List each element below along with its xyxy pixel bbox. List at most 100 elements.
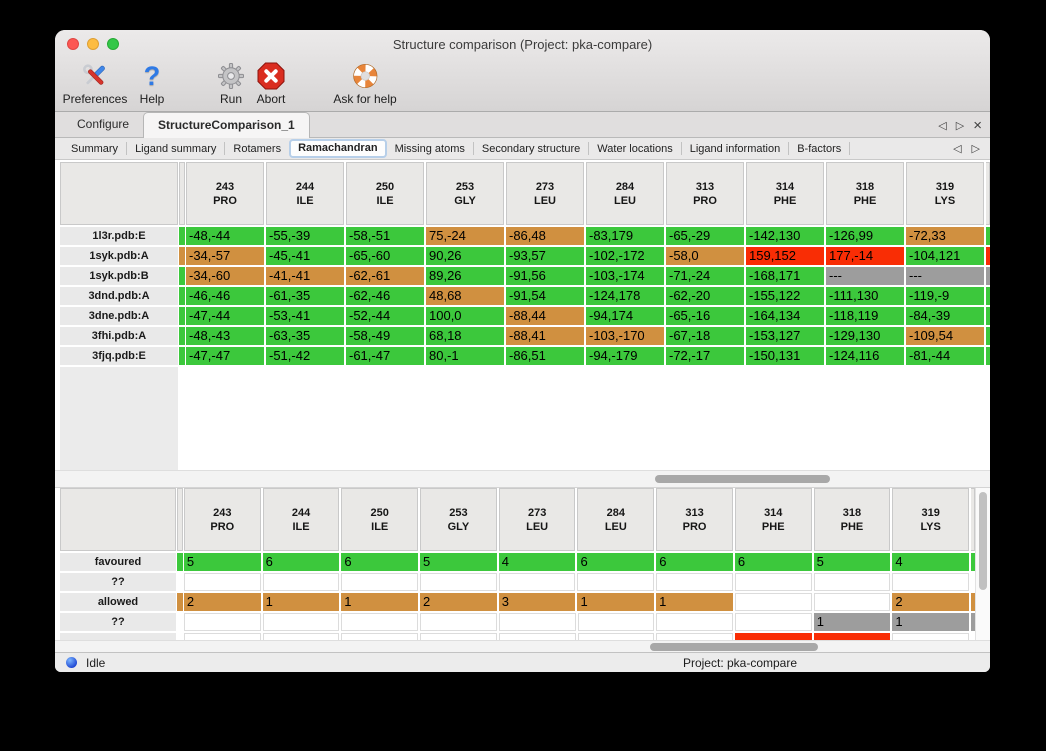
table-cell[interactable]: -124,178 [586, 287, 664, 305]
table-cell[interactable] [498, 633, 576, 640]
table-cell[interactable] [419, 573, 497, 591]
table-cell[interactable]: -102,-172 [586, 247, 664, 265]
table-cell[interactable] [734, 633, 812, 640]
table-cell[interactable]: -55,-39 [266, 227, 344, 245]
table-cell[interactable]: --- [906, 267, 984, 285]
table-cell[interactable] [577, 573, 655, 591]
table-cell[interactable]: 6 [734, 553, 812, 571]
row-label-cell[interactable]: 1l3r.pdb:E [60, 227, 178, 245]
column-header-cell[interactable]: 284 LEU [586, 162, 664, 225]
row-label-cell[interactable]: 3fhi.pdb:A [60, 327, 178, 345]
tab-close-icon[interactable]: × [973, 116, 982, 134]
table-cell[interactable]: 6 [262, 553, 340, 571]
table-cell[interactable]: -129,130 [826, 327, 904, 345]
table-cell[interactable]: 6 [577, 553, 655, 571]
table-cell[interactable]: -72,33 [906, 227, 984, 245]
table-cell[interactable]: -65,-60 [346, 247, 424, 265]
subtab-ligand-summary[interactable]: Ligand summary [135, 142, 217, 155]
table-cell[interactable] [420, 633, 497, 640]
table-cell[interactable]: -86,51 [506, 347, 584, 365]
table-cell[interactable]: -91,54 [506, 287, 584, 305]
row-label-cell[interactable]: ?? [60, 573, 176, 591]
table-cell[interactable] [498, 573, 576, 591]
table-cell[interactable]: 80,-1 [426, 347, 504, 365]
row-label-cell[interactable]: 1syk.pdb:A [60, 247, 178, 265]
table-cell[interactable]: 5 [183, 553, 261, 571]
table-cell[interactable]: 1 [656, 593, 733, 611]
zoom-window-button[interactable] [107, 38, 119, 50]
table-cell[interactable] [262, 633, 340, 640]
table-cell[interactable]: 1 [892, 613, 970, 631]
table-cell[interactable] [813, 633, 891, 640]
subtab-rotamers[interactable]: Rotamers [233, 142, 282, 155]
column-header-cell[interactable]: 318 PHE [826, 162, 904, 225]
table-cell[interactable] [892, 633, 970, 640]
subtab-b-factors[interactable]: B-factors [797, 142, 842, 155]
subtab-ligand-information[interactable]: Ligand information [689, 142, 781, 155]
column-header-cell[interactable]: 243 PRO [186, 162, 264, 225]
table-cell[interactable]: 2 [892, 593, 970, 611]
column-header-cell[interactable]: 273 LEU [498, 488, 576, 551]
column-header-cell[interactable]: 319 LYS [892, 488, 969, 551]
subtab-scroll-right-icon[interactable]: ▷ [971, 143, 980, 155]
table-cell[interactable]: 4 [498, 553, 576, 571]
table-cell[interactable]: -47,-44 [186, 307, 264, 325]
table-cell[interactable]: 100,0 [426, 307, 504, 325]
row-label-cell[interactable]: ?? [60, 613, 176, 631]
column-header-cell[interactable]: 313 PRO [656, 488, 733, 551]
subtab-water-locations[interactable]: Water locations [597, 142, 673, 155]
subtab-ramachandran[interactable]: Ramachandran [289, 139, 387, 158]
table-cell[interactable]: -71,-24 [666, 267, 744, 285]
table-cell[interactable]: -83,179 [586, 227, 664, 245]
column-header-cell[interactable]: 314 PHE [734, 488, 812, 551]
table-cell[interactable]: -51,-42 [266, 347, 344, 365]
close-window-button[interactable] [67, 38, 79, 50]
table-cell[interactable] [262, 613, 340, 631]
tab-configure[interactable]: Configure [77, 117, 130, 131]
vertical-scrollbar-bottom-table[interactable] [975, 488, 990, 640]
table-cell[interactable]: -126,99 [826, 227, 904, 245]
table-cell[interactable]: -58,-51 [346, 227, 424, 245]
table-cell[interactable]: 6 [656, 553, 733, 571]
table-cell[interactable]: -94,-179 [586, 347, 664, 365]
table-cell[interactable]: 90,26 [426, 247, 504, 265]
table-cell[interactable] [183, 633, 261, 640]
table-cell[interactable]: -62,-46 [346, 287, 424, 305]
horizontal-scrollbar-bottom-table[interactable] [55, 640, 990, 652]
table-cell[interactable]: -93,57 [506, 247, 584, 265]
table-cell[interactable]: 48,68 [426, 287, 504, 305]
table-cell[interactable]: -150,131 [746, 347, 824, 365]
preferences-button[interactable]: Preferences [63, 60, 127, 106]
column-header-cell[interactable]: 250 ILE [341, 488, 419, 551]
row-label-cell[interactable] [60, 633, 176, 640]
table-cell[interactable] [183, 573, 261, 591]
table-cell[interactable]: -65,-16 [666, 307, 744, 325]
tab-scroll-left-icon[interactable]: ◁ [938, 119, 947, 132]
subtab-secondary-structure[interactable]: Secondary structure [481, 142, 581, 155]
table-cell[interactable]: -63,-35 [266, 327, 344, 345]
table-cell[interactable]: --- [826, 267, 904, 285]
scrollbar-thumb[interactable] [979, 492, 987, 590]
table-cell[interactable]: -47,-47 [186, 347, 264, 365]
table-cell[interactable]: 68,18 [426, 327, 504, 345]
table-cell[interactable]: 5 [813, 553, 891, 571]
table-cell[interactable]: 6 [341, 553, 419, 571]
table-cell[interactable] [656, 613, 733, 631]
table-cell[interactable]: 75,-24 [426, 227, 504, 245]
table-cell[interactable]: -65,-29 [666, 227, 744, 245]
table-cell[interactable]: -53,-41 [266, 307, 344, 325]
table-cell[interactable]: -46,-46 [186, 287, 264, 305]
table-cell[interactable] [892, 573, 970, 591]
table-cell[interactable]: -119,-9 [906, 287, 984, 305]
table-cell[interactable]: -88,44 [506, 307, 584, 325]
table-cell[interactable] [341, 573, 418, 591]
table-cell[interactable] [341, 613, 419, 631]
table-cell[interactable]: -67,-18 [666, 327, 744, 345]
table-cell[interactable]: 177,-14 [826, 247, 904, 265]
scrollbar-thumb[interactable] [655, 475, 830, 483]
table-cell[interactable]: -48,-44 [186, 227, 264, 245]
table-cell[interactable] [734, 573, 812, 591]
minimize-window-button[interactable] [87, 38, 99, 50]
table-cell[interactable]: -62,-20 [666, 287, 744, 305]
table-cell[interactable]: 2 [183, 593, 261, 611]
